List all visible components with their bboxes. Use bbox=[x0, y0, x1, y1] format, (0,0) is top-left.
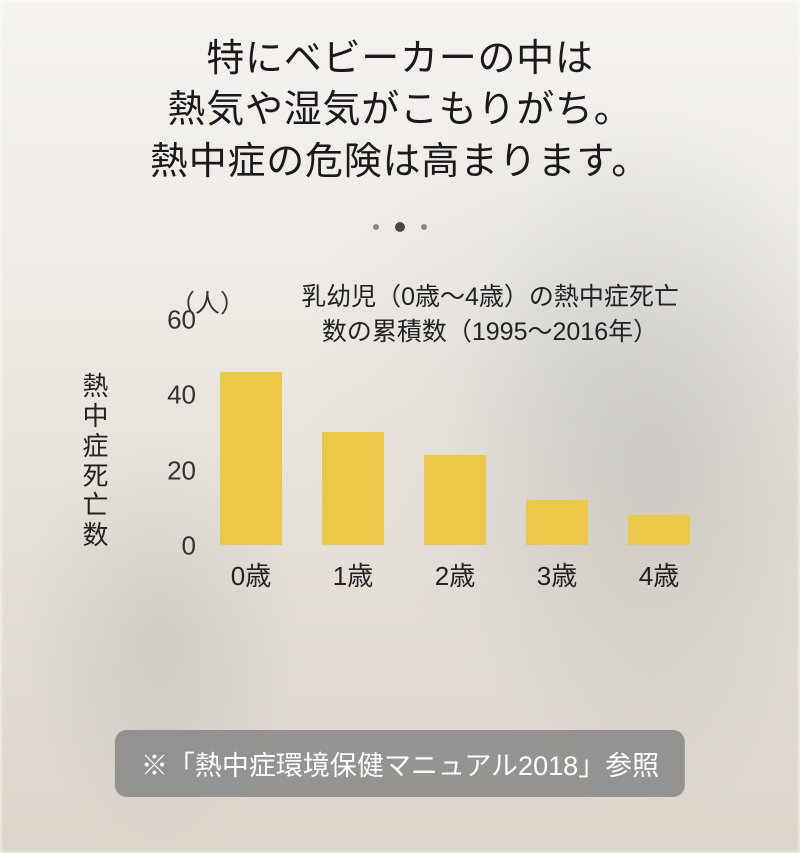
carousel-dot[interactable] bbox=[373, 224, 379, 230]
y-axis-ticks: 0204060 bbox=[136, 320, 196, 546]
y-tick-label: 40 bbox=[167, 380, 196, 411]
chart-bar bbox=[526, 500, 588, 545]
y-axis-label-char: 亡 bbox=[76, 491, 115, 521]
y-axis-label-char: 死 bbox=[76, 462, 115, 492]
citation-badge: ※「熱中症環境保健マニュアル2018」参照 bbox=[115, 730, 685, 797]
y-axis-label-char: 症 bbox=[76, 432, 115, 462]
headline-line-3: 熱中症の危険は高まります。 bbox=[150, 137, 650, 188]
carousel-dot-active[interactable] bbox=[395, 222, 405, 232]
chart-container: （人） 乳幼児（0歳～4歳）の熱中症死亡 数の累積数（1995～2016年） 熱… bbox=[70, 286, 730, 606]
x-axis-ticks: 0歳 1歳 2歳 3歳 4歳 bbox=[210, 556, 720, 596]
chart-bar bbox=[424, 455, 486, 545]
carousel-dot[interactable] bbox=[421, 224, 427, 230]
y-tick-label: 0 bbox=[182, 530, 196, 561]
headline-line-1: 特にベビーカーの中は bbox=[150, 34, 650, 85]
x-tick-label: 4歳 bbox=[639, 556, 679, 593]
x-tick-label: 0歳 bbox=[231, 556, 271, 593]
content-container: 特にベビーカーの中は 熱気や湿気がこもりがち。 熱中症の危険は高まります。 （人… bbox=[0, 0, 800, 853]
citation-text: ※「熱中症環境保健マニュアル2018」参照 bbox=[141, 751, 659, 781]
chart-bar bbox=[322, 432, 384, 545]
x-tick-label: 3歳 bbox=[537, 556, 577, 593]
headline-line-2: 熱気や湿気がこもりがち。 bbox=[150, 85, 650, 136]
y-tick-label: 60 bbox=[167, 304, 196, 335]
chart-title-line-1: 乳幼児（0歳～4歳）の熱中症死亡 bbox=[301, 283, 679, 311]
x-tick-label: 2歳 bbox=[435, 556, 475, 593]
chart-bar bbox=[628, 515, 690, 545]
x-tick-label: 1歳 bbox=[333, 556, 373, 593]
chart-plot-area bbox=[210, 320, 720, 546]
carousel-dots bbox=[373, 222, 427, 232]
headline-text: 特にベビーカーの中は 熱気や湿気がこもりがち。 熱中症の危険は高まります。 bbox=[150, 34, 650, 188]
y-axis-label-char: 熱 bbox=[76, 372, 115, 402]
chart-bar bbox=[220, 372, 282, 545]
y-axis-label-char: 数 bbox=[76, 521, 115, 551]
y-tick-label: 20 bbox=[167, 455, 196, 486]
y-axis-label-char: 中 bbox=[76, 402, 115, 432]
y-axis-label: 熱中症死亡数 bbox=[76, 372, 115, 551]
